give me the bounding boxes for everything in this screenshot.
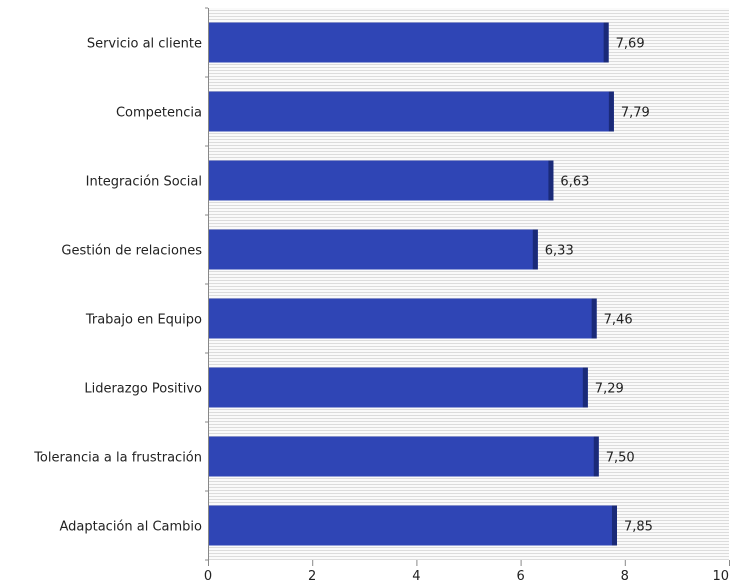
category-label: Liderazgo Positivo bbox=[84, 382, 202, 397]
data-label: 7,50 bbox=[606, 451, 635, 466]
bar bbox=[208, 229, 538, 270]
data-label: 7,79 bbox=[621, 106, 650, 121]
bar bbox=[208, 436, 599, 477]
data-label: 7,69 bbox=[616, 37, 645, 52]
x-tick-label: 10 bbox=[712, 569, 729, 584]
x-tick-label: 0 bbox=[204, 569, 212, 584]
bar-edge bbox=[532, 229, 538, 270]
data-label: 6,63 bbox=[560, 175, 589, 190]
bar bbox=[208, 22, 609, 63]
category-label: Competencia bbox=[116, 106, 202, 121]
bar-edge bbox=[593, 436, 599, 477]
category-label: Adaptación al Cambio bbox=[59, 520, 202, 535]
data-label: 7,29 bbox=[595, 382, 624, 397]
x-tick-label: 2 bbox=[308, 569, 316, 584]
bar-edge bbox=[591, 298, 597, 339]
bar bbox=[208, 91, 614, 132]
category-label: Gestión de relaciones bbox=[61, 244, 202, 259]
axes bbox=[205, 7, 730, 566]
labels: 7,69 Servicio al cliente 7,79 Competencia 6,… bbox=[33, 37, 729, 585]
bars bbox=[208, 22, 617, 546]
data-label: 7,46 bbox=[604, 313, 633, 328]
bar-edge bbox=[608, 91, 614, 132]
category-label: Tolerancia a la frustración bbox=[33, 451, 202, 466]
bar bbox=[208, 367, 588, 408]
x-tick-label: 6 bbox=[516, 569, 524, 584]
x-tick-label: 8 bbox=[621, 569, 629, 584]
category-label: Trabajo en Equipo bbox=[85, 313, 202, 328]
data-label: 7,85 bbox=[624, 520, 653, 535]
grid-lines bbox=[208, 8, 729, 560]
x-tick-label: 4 bbox=[412, 569, 420, 584]
bar-edge bbox=[611, 505, 617, 546]
bar bbox=[208, 298, 597, 339]
bar-edge bbox=[582, 367, 588, 408]
category-label: Servicio al cliente bbox=[87, 37, 202, 52]
bar-edge bbox=[548, 160, 554, 201]
data-label: 6,33 bbox=[545, 244, 574, 259]
bar bbox=[208, 505, 617, 546]
bar-edge bbox=[603, 22, 609, 63]
bar bbox=[208, 160, 554, 201]
category-label: Integración Social bbox=[86, 175, 202, 190]
